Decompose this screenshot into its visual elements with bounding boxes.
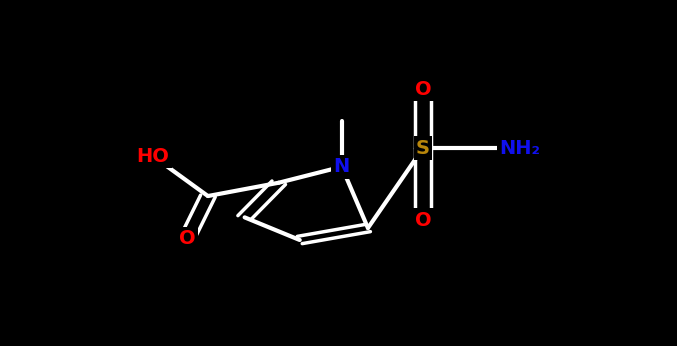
Text: S: S <box>416 139 430 157</box>
Text: NH₂: NH₂ <box>499 139 540 157</box>
Text: HO: HO <box>136 147 169 166</box>
Text: N: N <box>334 157 350 176</box>
Text: O: O <box>415 210 431 229</box>
Text: O: O <box>179 229 195 248</box>
Text: O: O <box>415 80 431 99</box>
